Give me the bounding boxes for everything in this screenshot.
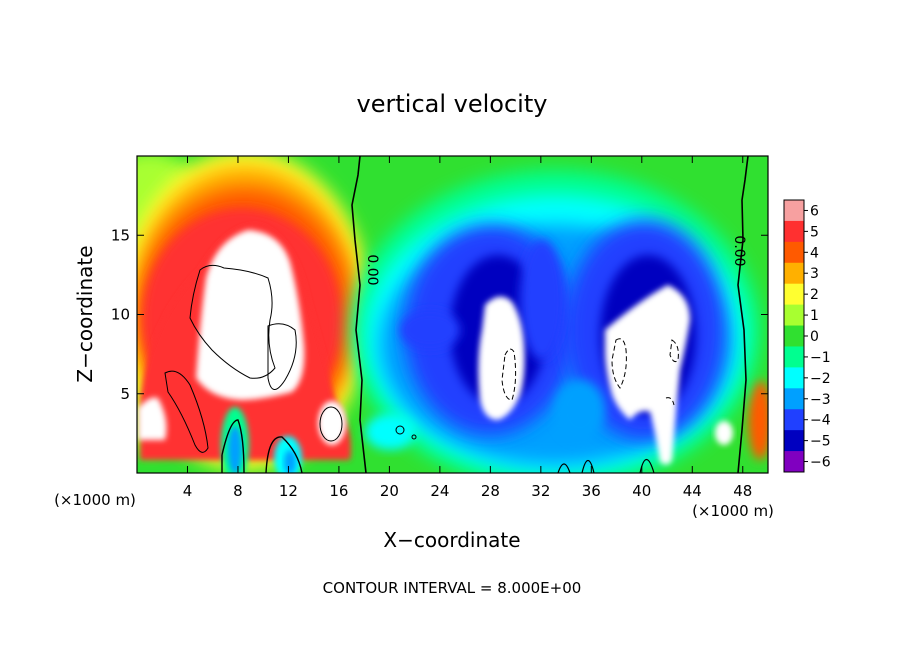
x-tick-label: 32 <box>531 482 550 500</box>
colorbar-label: 0 <box>810 329 819 345</box>
x-tick-label: 44 <box>683 482 702 500</box>
x-tick-label: 28 <box>481 482 500 500</box>
colorbar-swatch <box>784 200 804 222</box>
colorbar-label: 3 <box>810 266 819 282</box>
x-tick-label: 16 <box>329 482 348 500</box>
x-tick-label: 12 <box>279 482 298 500</box>
colorbar-label: −1 <box>810 350 831 366</box>
colorbar-swatch <box>784 388 804 410</box>
y-tick-label: 5 <box>120 385 130 403</box>
colorbar-swatch <box>784 220 804 243</box>
colorbar-swatch <box>784 430 804 452</box>
x-axis-label: X−coordinate <box>383 528 520 552</box>
x-unit-left: (×1000 m) <box>54 491 136 509</box>
colorbar-label: 2 <box>810 287 819 303</box>
colorbar-label: 4 <box>810 245 819 261</box>
colorbar-label: −6 <box>810 455 831 471</box>
colorbar-swatch <box>784 304 804 327</box>
colorbar-label: 6 <box>810 203 819 219</box>
contour-label-left: 0.00 <box>364 254 380 285</box>
colorbar-swatch <box>784 325 804 347</box>
x-axis: 4 8 12 16 20 24 28 32 36 40 44 48 <box>183 156 752 500</box>
colorbar-label: −5 <box>810 434 831 450</box>
y-tick-label: 10 <box>111 306 130 324</box>
colorbar-swatch <box>784 262 804 285</box>
y-axis-label: Z−coordinate <box>73 245 97 382</box>
contour-lines <box>164 156 749 473</box>
y-axis: 5 10 15 <box>111 226 768 403</box>
x-unit-right: (×1000 m) <box>692 502 774 520</box>
x-tick-label: 36 <box>582 482 601 500</box>
contour-label-right: 0.00 <box>731 235 747 266</box>
colorbar: 6 5 4 3 2 1 0 −1 −2 −3 −4 −5 −6 <box>783 199 831 473</box>
colorbar-swatch <box>784 409 804 431</box>
x-tick-label: 4 <box>183 482 193 500</box>
x-tick-label: 20 <box>380 482 399 500</box>
updraft-left-region <box>137 156 768 473</box>
colorbar-label: −2 <box>810 371 831 387</box>
x-tick-label: 8 <box>233 482 243 500</box>
chart-title: vertical velocity <box>357 90 548 118</box>
contour-interval-footer: CONTOUR INTERVAL = 8.000E+00 <box>323 579 582 597</box>
colorbar-label: 1 <box>810 308 819 324</box>
colorbar-label: −3 <box>810 392 831 408</box>
colorbar-swatch <box>784 367 804 389</box>
x-tick-label: 24 <box>430 482 449 500</box>
x-tick-label: 40 <box>632 482 651 500</box>
x-tick-label: 48 <box>733 482 752 500</box>
colorbar-label: −4 <box>810 413 831 429</box>
colorbar-swatch <box>784 346 804 368</box>
colorbar-swatch <box>784 241 804 264</box>
colorbar-swatch <box>784 283 804 306</box>
y-tick-label: 15 <box>111 226 130 244</box>
downdraft-region <box>350 170 760 473</box>
plot-area <box>137 156 768 473</box>
colorbar-label: 5 <box>810 224 819 240</box>
colorbar-swatch <box>784 451 804 473</box>
